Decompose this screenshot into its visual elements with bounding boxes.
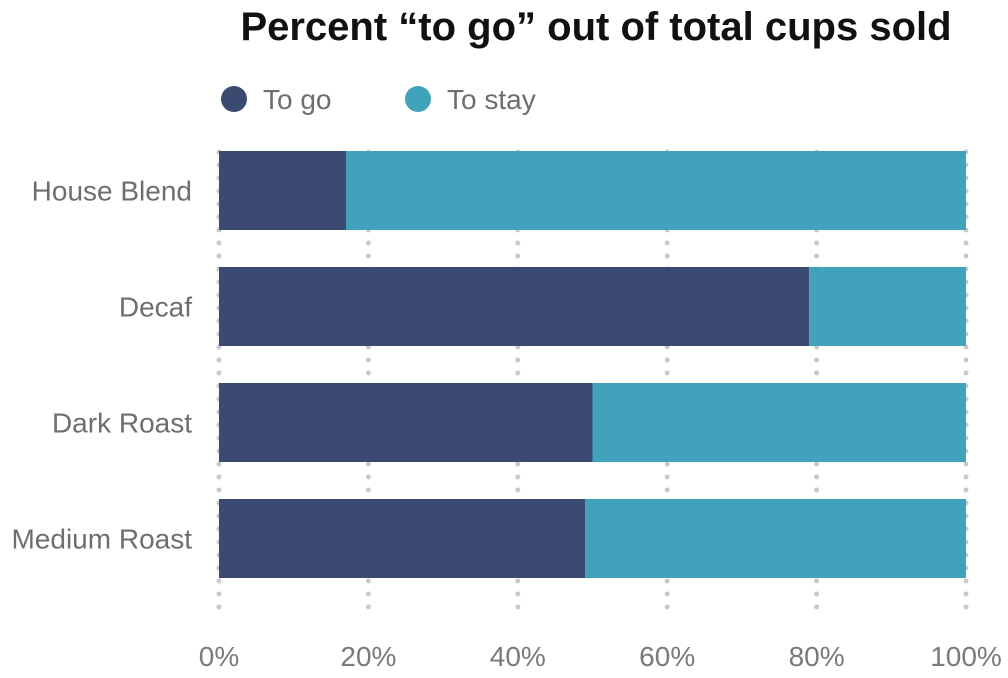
legend-item-to-go: To go — [221, 84, 332, 115]
bar-to-go — [219, 151, 346, 230]
bar-to-stay — [592, 383, 966, 462]
category-label: Decaf — [119, 292, 192, 323]
legend: To go To stay — [221, 84, 536, 115]
legend-label-to-stay: To stay — [447, 84, 536, 115]
x-axis-tick-labels: 0% 20% 40% 60% 80% 100% — [199, 641, 1002, 672]
category-labels: House Blend Decaf Dark Roast Medium Roast — [11, 176, 192, 555]
bars — [219, 151, 966, 578]
x-tick-label: 0% — [199, 641, 239, 672]
bar-to-stay — [585, 499, 966, 578]
x-tick-label: 100% — [930, 641, 1002, 672]
category-label: Medium Roast — [11, 524, 192, 555]
category-label: House Blend — [32, 176, 192, 207]
x-tick-label: 40% — [490, 641, 546, 672]
legend-swatch-to-go — [221, 86, 247, 112]
x-tick-label: 20% — [340, 641, 396, 672]
category-label: Dark Roast — [52, 408, 192, 439]
legend-item-to-stay: To stay — [405, 84, 536, 115]
bar-to-go — [219, 499, 586, 578]
x-tick-label: 60% — [639, 641, 695, 672]
bar-to-stay — [345, 151, 966, 230]
x-tick-label: 80% — [789, 641, 845, 672]
bar-to-go — [219, 267, 810, 346]
legend-label-to-go: To go — [263, 84, 332, 115]
legend-swatch-to-stay — [405, 86, 431, 112]
bar-to-stay — [809, 267, 966, 346]
chart-title: Percent “to go” out of total cups sold — [240, 5, 951, 49]
bar-to-go — [219, 383, 593, 462]
